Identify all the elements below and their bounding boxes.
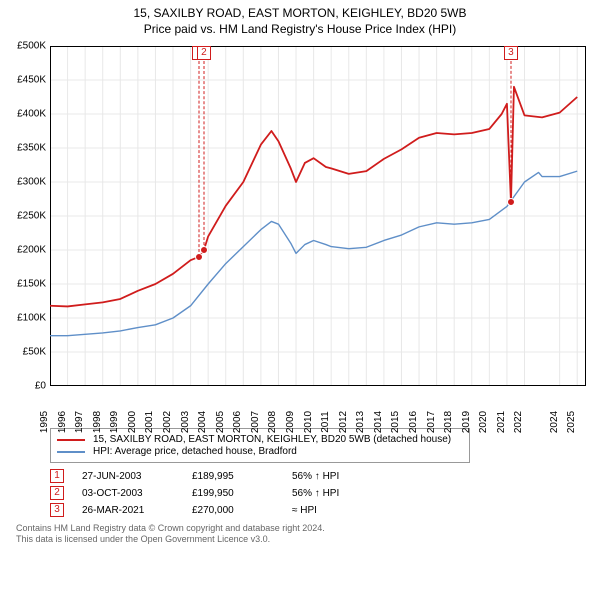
legend-label: HPI: Average price, detached house, Brad… [93,446,297,457]
x-tick-label: 2002 [162,411,173,433]
plot-area: 123 [50,46,586,386]
x-tick-label: 2024 [549,411,560,433]
sale-marker-box: 3 [504,46,518,60]
x-tick-label: 2015 [390,411,401,433]
x-tick-label: 2005 [215,411,226,433]
y-tick-label: £500K [17,41,46,52]
y-tick-label: £0 [35,381,46,392]
y-tick-label: £450K [17,75,46,86]
x-tick-label: 2019 [461,411,472,433]
legend: 15, SAXILBY ROAD, EAST MORTON, KEIGHLEY,… [50,428,470,463]
sale-date: 27-JUN-2003 [82,471,192,482]
legend-swatch [57,451,85,453]
x-tick-label: 2012 [338,411,349,433]
x-tick-label: 2008 [267,411,278,433]
footer-line-1: Contains HM Land Registry data © Crown c… [16,523,592,534]
sale-price: £270,000 [192,505,292,516]
sale-row: 3 26-MAR-2021£270,000≈ HPI [50,503,592,517]
sale-marker-dot [507,198,515,206]
sale-vs-hpi: ≈ HPI [292,505,412,516]
x-tick-label: 1998 [92,411,103,433]
sale-index: 1 [50,469,64,483]
sales-table: 1 27-JUN-2003£189,99556% ↑ HPI 2 03-OCT-200… [50,469,592,517]
x-tick-label: 2006 [232,411,243,433]
x-tick-label: 1999 [109,411,120,433]
x-tick-label: 2003 [180,411,191,433]
sale-index: 2 [50,486,64,500]
x-tick-label: 2010 [303,411,314,433]
sale-date: 03-OCT-2003 [82,488,192,499]
legend-label: 15, SAXILBY ROAD, EAST MORTON, KEIGHLEY,… [93,434,451,445]
x-tick-label: 2013 [355,411,366,433]
x-tick-label: 2016 [408,411,419,433]
y-tick-label: £400K [17,109,46,120]
y-tick-label: £150K [17,279,46,290]
y-tick-label: £100K [17,313,46,324]
chart-area: £0 £50K £100K £150K £200K £250K £300K £350K £400… [8,42,592,422]
sale-date: 26-MAR-2021 [82,505,192,516]
footer-line-2: This data is licensed under the Open Gov… [16,534,592,545]
chart-subtitle: Price paid vs. HM Land Registry's House … [8,22,592,36]
legend-row: 15, SAXILBY ROAD, EAST MORTON, KEIGHLEY,… [57,434,463,445]
y-tick-label: £200K [17,245,46,256]
sale-marker-box: 2 [197,46,211,60]
footer-attribution: Contains HM Land Registry data © Crown c… [16,523,592,546]
x-tick-label: 2011 [320,411,331,433]
chart-title: 15, SAXILBY ROAD, EAST MORTON, KEIGHLEY,… [8,6,592,20]
sale-row: 1 27-JUN-2003£189,99556% ↑ HPI [50,469,592,483]
x-tick-label: 2007 [250,411,261,433]
plot-svg [50,46,586,386]
sale-vs-hpi: 56% ↑ HPI [292,488,412,499]
sale-row: 2 03-OCT-2003£199,95056% ↑ HPI [50,486,592,500]
y-axis: £0£50K£100K£150K£200K£250K£300K£350K£400… [8,46,48,386]
x-axis: 1995199619971998199920002001200220032004… [50,388,586,422]
x-tick-label: 1997 [74,411,85,433]
x-tick-label: 2004 [197,411,208,433]
x-tick-label: 2025 [566,411,577,433]
legend-swatch [57,439,85,441]
sale-marker-line [199,61,200,257]
sale-index: 3 [50,503,64,517]
legend-row: HPI: Average price, detached house, Brad… [57,446,463,457]
x-tick-label: 2000 [127,411,138,433]
sale-marker-dot [195,253,203,261]
sale-vs-hpi: 56% ↑ HPI [292,471,412,482]
x-tick-label: 2001 [144,411,155,433]
y-tick-label: £50K [23,347,46,358]
x-tick-label: 2020 [478,411,489,433]
x-tick-label: 1995 [39,411,50,433]
x-tick-label: 2021 [496,411,507,433]
x-tick-label: 1996 [57,411,68,433]
sale-price: £199,950 [192,488,292,499]
x-tick-label: 2014 [373,411,384,433]
y-tick-label: £300K [17,177,46,188]
sale-price: £189,995 [192,471,292,482]
x-tick-label: 2017 [426,411,437,433]
x-tick-label: 2022 [513,411,524,433]
x-tick-label: 2018 [443,411,454,433]
sale-marker-line [203,61,204,250]
y-tick-label: £250K [17,211,46,222]
x-tick-label: 2009 [285,411,296,433]
y-tick-label: £350K [17,143,46,154]
sale-marker-line [510,61,511,202]
sale-marker-dot [200,246,208,254]
